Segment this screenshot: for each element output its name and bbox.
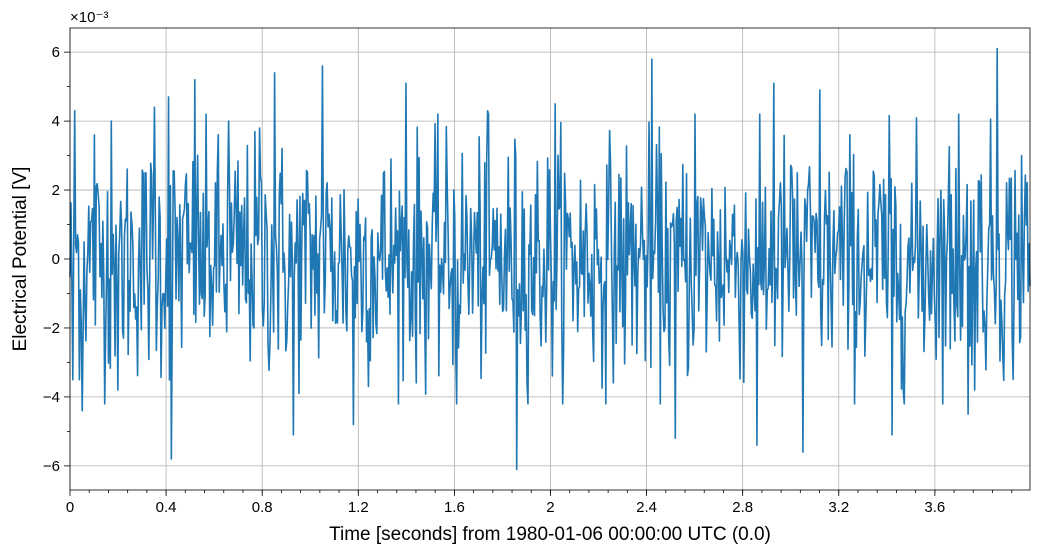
x-tick-label: 3.6	[924, 499, 945, 516]
y-axis-label: Electrical Potential [V]	[10, 167, 31, 352]
tick-labels: 0 0.4 0.8 1.2 1.6 2 2.4 2.8 3.2 3.6 −6 −4 −2 0 2 4 6	[43, 44, 945, 516]
x-tick-label: 1.2	[348, 499, 369, 516]
y-tick-label: 0	[52, 251, 60, 268]
x-axis-label: Time [seconds] from 1980-01-06 00:00:00 …	[329, 524, 771, 545]
axis-ticks	[64, 51, 1013, 496]
x-tick-label: 2	[546, 499, 554, 516]
series-layer	[69, 47, 1031, 471]
x-tick-label: 2.8	[732, 499, 753, 516]
y-tick-label: −2	[43, 320, 60, 337]
x-tick-label: 0.4	[156, 499, 177, 516]
y-tick-label: −4	[43, 389, 60, 406]
x-tick-label: 1.6	[444, 499, 465, 516]
x-tick-label: 0.8	[252, 499, 273, 516]
y-tick-label: 4	[52, 113, 60, 130]
x-tick-label: 3.2	[828, 499, 849, 516]
x-tick-label: 2.4	[636, 499, 657, 516]
y-tick-label: 2	[52, 182, 60, 199]
x-tick-label: 0	[66, 499, 74, 516]
series-line	[69, 47, 1031, 471]
y-tick-label: 6	[52, 44, 60, 61]
y-tick-label: −6	[43, 458, 60, 475]
y-offset-text: ×10⁻³	[70, 9, 108, 26]
